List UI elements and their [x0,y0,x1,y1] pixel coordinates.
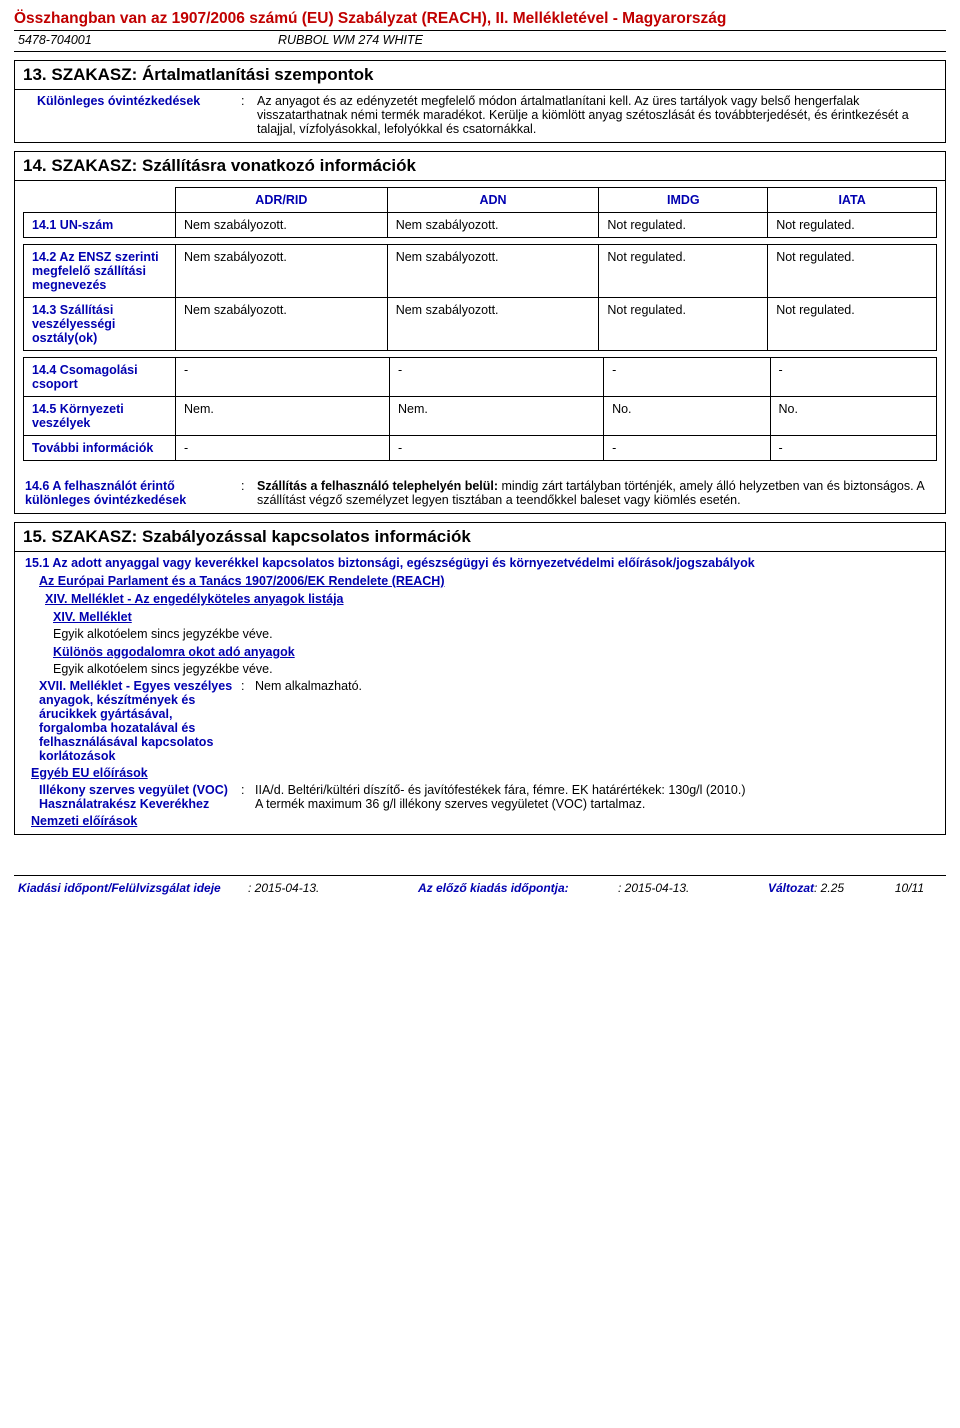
national-regs: Nemzeti előírások [15,811,945,828]
page: Összhangban van az 1907/2006 számú (EU) … [0,0,960,905]
section-15: 15. SZAKASZ: Szabályozással kapcsolatos … [14,522,946,835]
row-label: 14.5 Környezeti veszélyek [24,397,176,436]
table-row: További információk - - - - [24,436,937,461]
voc-row: Illékony szerves vegyület (VOC) Használa… [15,780,945,811]
cell: Not regulated. [768,213,937,238]
table-row: 14.3 Szállítási veszélyességi osztály(ok… [24,298,937,351]
footer-version: : 2.25 [814,881,874,895]
cell: Nem szabályozott. [387,245,599,298]
transport-table-3: 14.4 Csomagolási csoport - - - - 14.5 Kö… [23,357,937,461]
cell: Nem szabályozott. [176,245,388,298]
row-label: További információk [24,436,176,461]
colon: : [241,783,255,811]
transport-table-2: 14.2 Az ENSZ szerinti megfelelő szállítá… [23,244,937,351]
section-14: 14. SZAKASZ: Szállításra vonatkozó infor… [14,151,946,514]
cell: Not regulated. [768,245,937,298]
col-imdg: IMDG [599,188,768,213]
row-label: 14.1 UN-szám [24,213,176,238]
other-eu: Egyéb EU előírások [15,763,945,780]
document-title: Összhangban van az 1907/2006 számú (EU) … [14,10,946,31]
page-footer: Kiadási időpont/Felülvizsgálat ideje : 2… [14,875,946,905]
subheader: 5478-704001 RUBBOL WM 274 WHITE [14,31,946,52]
cell: - [604,436,770,461]
footer-page: 10/11 [874,881,924,895]
section-15-1: 15.1 Az adott anyaggal vagy keverékkel k… [15,552,945,570]
section-13-title: 13. SZAKASZ: Ártalmatlanítási szempontok [15,61,945,90]
annex-14: XIV. Melléklet [15,606,945,624]
section-14-title: 14. SZAKASZ: Szállításra vonatkozó infor… [15,152,945,181]
row-label: 14.4 Csomagolási csoport [24,358,176,397]
table-row: 14.5 Környezeti veszélyek Nem. Nem. No. … [24,397,937,436]
cell: No. [604,397,770,436]
cell: - [390,436,604,461]
annex-17-value: Nem alkalmazható. [255,679,935,763]
section-14-6-text: Szállítás a felhasználó telephelyén belü… [257,479,935,507]
row-label: 14.3 Szállítási veszélyességi osztály(ok… [24,298,176,351]
none-listed-1: Egyik alkotóelem sincs jegyzékbe véve. [15,624,945,641]
product-name: RUBBOL WM 274 WHITE [278,33,423,47]
section-14-6-bold: Szállítás a felhasználó telephelyén belü… [257,479,498,493]
row-label: 14.2 Az ENSZ szerinti megfelelő szállítá… [24,245,176,298]
section-13-row: Különleges óvintézkedések : Az anyagot é… [15,90,945,136]
footer-issue-label: Kiadási időpont/Felülvizsgálat ideje [18,881,248,895]
cell: Not regulated. [768,298,937,351]
voc-value: IIA/d. Beltéri/kültéri díszítő- és javít… [255,783,935,811]
footer-prev-label: Az előző kiadás időpontja: [418,881,618,895]
cell: - [390,358,604,397]
table-corner [24,188,176,213]
section-14-6-label: 14.6 A felhasználót érintő különleges óv… [25,479,241,507]
cell: - [176,436,390,461]
cell: Nem szabályozott. [176,213,388,238]
table-row: 14.2 Az ENSZ szerinti megfelelő szállítá… [24,245,937,298]
voc-label: Illékony szerves vegyület (VOC) Használa… [39,783,241,811]
cell: Not regulated. [599,213,768,238]
cell: Not regulated. [599,245,768,298]
colon: : [241,679,255,763]
section-15-title: 15. SZAKASZ: Szabályozással kapcsolatos … [15,523,945,552]
col-iata: IATA [768,188,937,213]
section-13-label: Különleges óvintézkedések [37,94,241,136]
concern-substances: Különös aggodalomra okot adó anyagok [15,641,945,659]
annex-17-row: XVII. Melléklet - Egyes veszélyes anyago… [15,676,945,763]
product-code: 5478-704001 [18,33,278,47]
annex-14-list: XIV. Melléklet - Az engedélyköteles anya… [15,588,945,606]
colon: : [241,94,257,136]
cell: Nem szabályozott. [176,298,388,351]
reach-regulation: Az Európai Parlament és a Tanács 1907/20… [15,570,945,588]
footer-issue-date: : 2015-04-13. [248,881,418,895]
none-listed-2: Egyik alkotóelem sincs jegyzékbe véve. [15,659,945,676]
colon: : [241,479,257,507]
footer-version-label: Változat [768,881,814,895]
transport-table-1: ADR/RID ADN IMDG IATA 14.1 UN-szám Nem s… [23,187,937,238]
table-row: 14.4 Csomagolási csoport - - - - [24,358,937,397]
cell: - [770,436,936,461]
cell: Nem szabályozott. [387,298,599,351]
table-row: 14.1 UN-szám Nem szabályozott. Nem szabá… [24,213,937,238]
section-13: 13. SZAKASZ: Ártalmatlanítási szempontok… [14,60,946,143]
cell: Nem szabályozott. [387,213,599,238]
cell: Not regulated. [599,298,768,351]
footer-prev-date: : 2015-04-13. [618,881,768,895]
cell: - [176,358,390,397]
cell: - [604,358,770,397]
col-adn: ADN [387,188,599,213]
cell: - [770,358,936,397]
col-adr: ADR/RID [176,188,388,213]
section-14-6: 14.6 A felhasználót érintő különleges óv… [15,475,945,507]
cell: Nem. [390,397,604,436]
annex-17-label: XVII. Melléklet - Egyes veszélyes anyago… [39,679,241,763]
cell: No. [770,397,936,436]
cell: Nem. [176,397,390,436]
section-13-text: Az anyagot és az edényzetét megfelelő mó… [257,94,935,136]
